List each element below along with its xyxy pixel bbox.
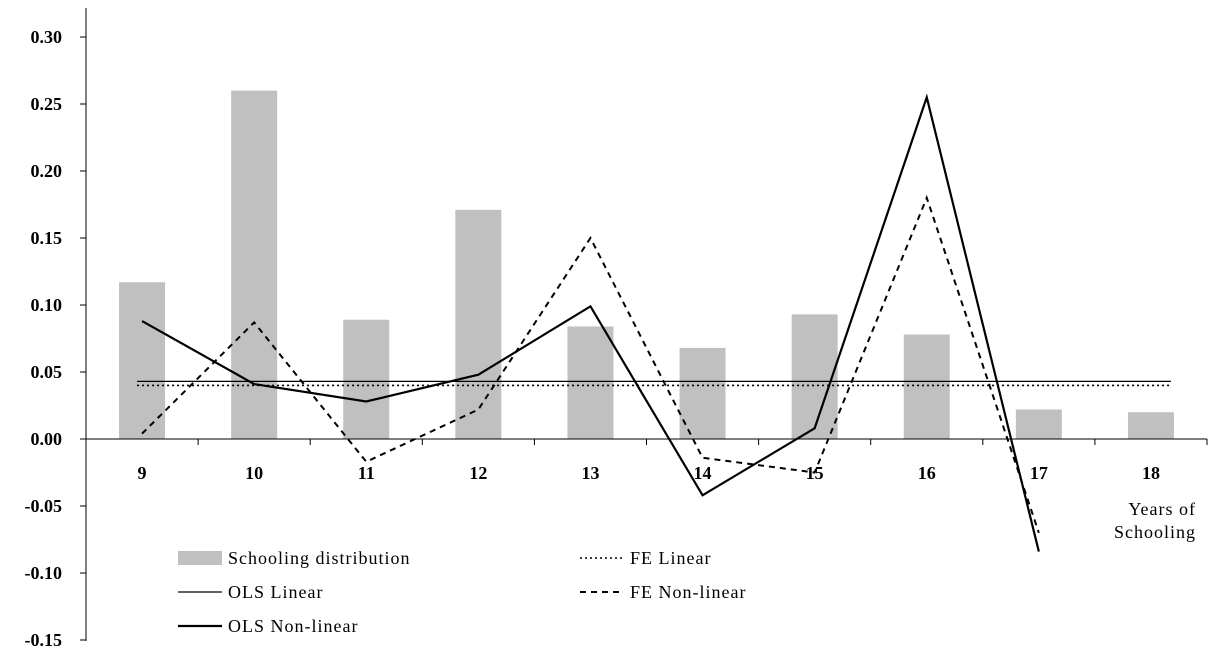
line-fe-non-linear [141, 194, 1040, 534]
bar-15 [791, 314, 838, 439]
legend-label-fe-linear: FE Linear [630, 548, 711, 568]
y-tick-label: -0.10 [25, 563, 63, 583]
y-tick-label: 0.00 [31, 429, 63, 449]
x-tick-label: 10 [245, 463, 263, 483]
lines-layer [137, 93, 1171, 552]
y-tick-label: 0.15 [31, 228, 63, 248]
x-axis-title: Schooling [1114, 522, 1196, 542]
x-axis-title: Years of [1128, 499, 1196, 519]
y-tick-label: 0.10 [31, 295, 63, 315]
legend-label-ols-linear: OLS Linear [228, 582, 323, 602]
bar-17 [1015, 409, 1062, 439]
x-tick-label: 11 [358, 463, 375, 483]
axes-layer [80, 8, 1208, 641]
legend-label-fe-non-linear: FE Non-linear [630, 582, 746, 602]
legend-label-ols-non-linear: OLS Non-linear [228, 616, 358, 636]
line-ols-non-linear [141, 93, 1040, 552]
x-tick-label: 16 [918, 463, 936, 483]
x-tick-label: 15 [806, 463, 824, 483]
x-tick-label: 12 [469, 463, 487, 483]
y-tick-label: 0.30 [31, 27, 63, 47]
bar-18 [1127, 412, 1174, 439]
labels-layer: 0.30 0.25 0.20 0.15 0.10 0.05 0.00 -0.05 -0.10 -0… [25, 27, 1196, 650]
y-tick-label: -0.15 [25, 630, 63, 650]
legend-label-schooling-distribution: Schooling distribution [228, 548, 411, 568]
bar-12 [455, 209, 502, 439]
y-tick-label: 0.20 [31, 161, 63, 181]
x-tick-label: 13 [581, 463, 599, 483]
y-tick-label: -0.05 [25, 496, 63, 516]
x-tick-label: 18 [1142, 463, 1160, 483]
bar-14 [679, 347, 726, 439]
x-tick-label: 17 [1030, 463, 1048, 483]
y-tick-label: 0.25 [31, 94, 63, 114]
bars-layer [119, 90, 1174, 439]
y-tick-label: 0.05 [31, 362, 63, 382]
bar-9 [119, 282, 166, 439]
x-tick-label: 9 [138, 463, 147, 483]
bar-13 [567, 326, 614, 439]
x-tick-label: 14 [694, 463, 712, 483]
legend-swatch-schooling-distribution [178, 551, 222, 565]
legend: Schooling distribution OLS Linear OLS Non-… [178, 548, 746, 636]
bar-16 [903, 334, 950, 439]
bar-11 [343, 319, 390, 439]
